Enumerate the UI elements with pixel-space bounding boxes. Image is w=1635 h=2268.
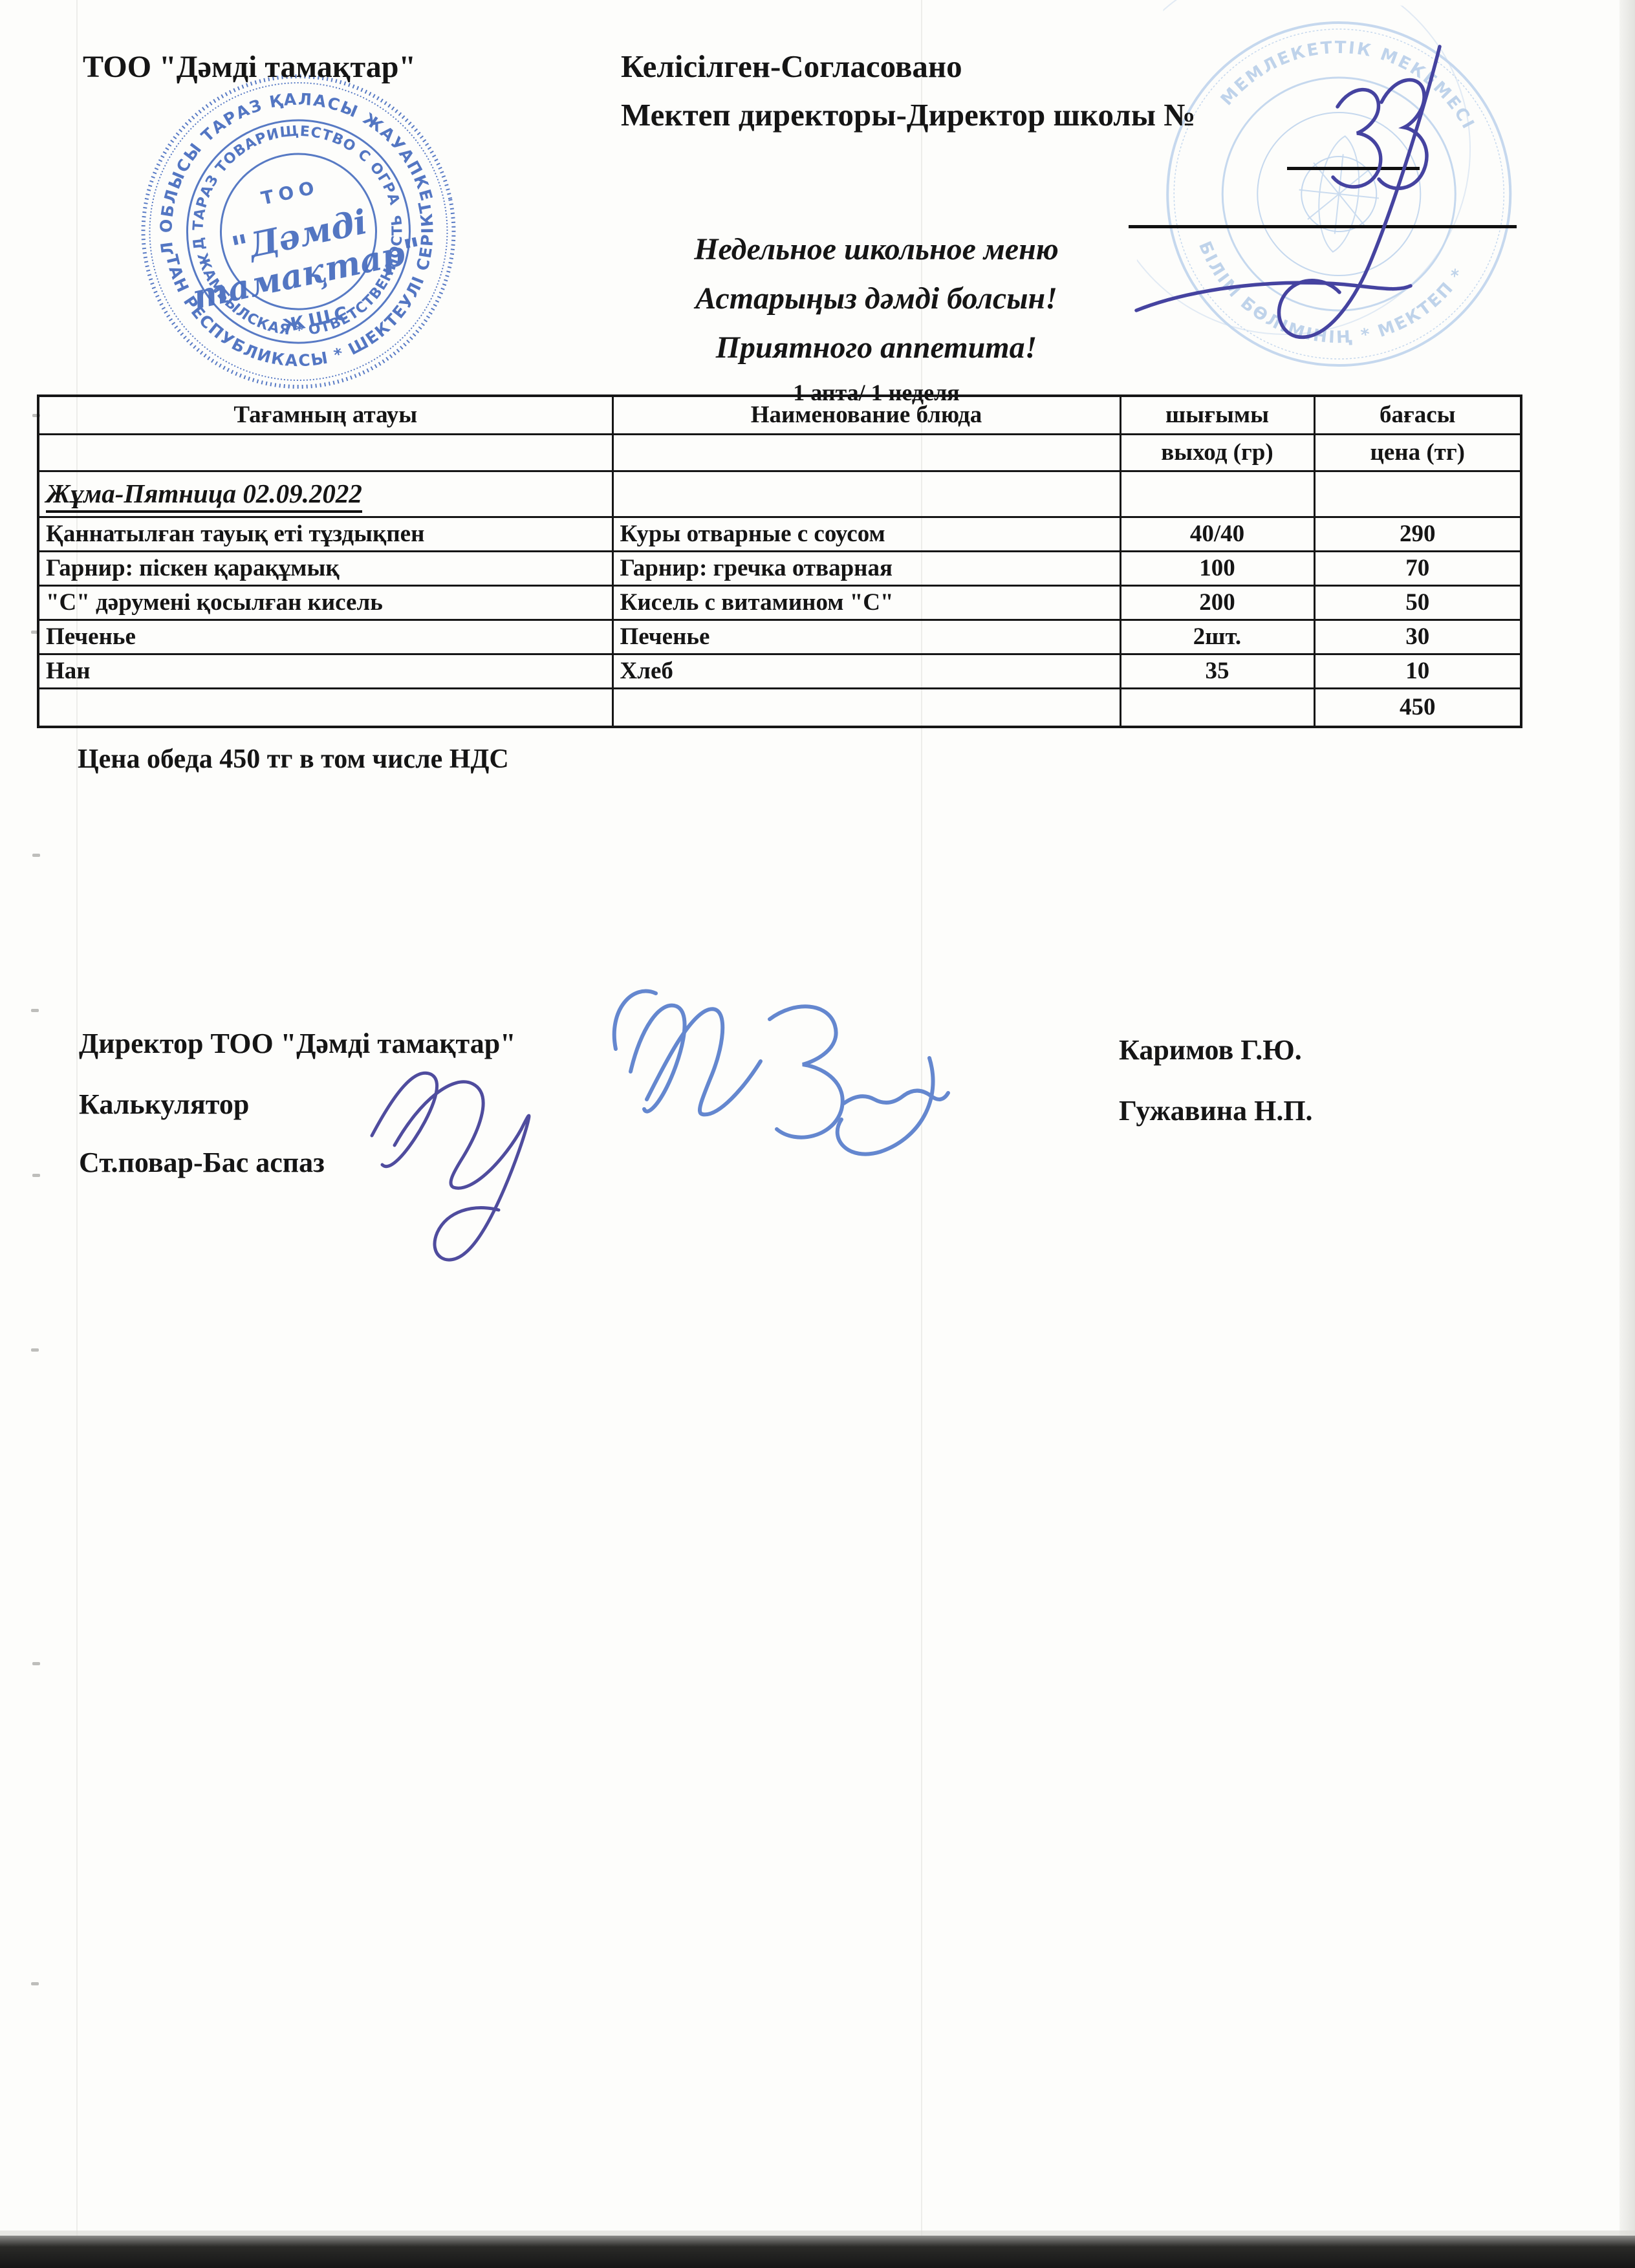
table-row: Қаннатылған тауық еті тұздықпен Куры отв… — [37, 516, 1522, 552]
company-stamp-name-line2: тамақтар" — [189, 230, 426, 318]
col-header-output-ru: выход (гр) — [1119, 433, 1316, 472]
total-row: 450 — [37, 687, 1522, 728]
scan-speck — [31, 1982, 39, 1985]
table-row: Печенье Печенье 2шт. 30 — [37, 619, 1522, 655]
menu-wish-kz: Астарыңыз дәмді болсын! — [695, 281, 1057, 316]
col-header-price-ru: цена (тг) — [1313, 433, 1522, 472]
dish-output: 2шт. — [1119, 619, 1316, 655]
dish-ru: Гарнир: гречка отварная — [611, 550, 1121, 587]
scan-speck — [32, 1662, 40, 1665]
menu-title: Недельное школьное меню — [694, 232, 1059, 266]
svg-text:ҚАЗАҚСТАН РЕСПУБЛИКАСЫ * ШЕКТЕ: ҚАЗАҚСТАН РЕСПУБЛИКАСЫ * ШЕКТЕУЛІ СЕРІКТ… — [99, 32, 462, 404]
col-header-output-kz: шығымы — [1119, 394, 1316, 435]
scan-smudge-bottom — [0, 2230, 1635, 2236]
dish-output: 100 — [1119, 550, 1316, 587]
director-label: Директор ТОО "Дәмді тамақтар" — [79, 1028, 516, 1059]
school-stamp-ring-top: МЕМЛЕКЕТТІК МЕКЕМЕСІ — [1216, 25, 1486, 135]
dish-output: 35 — [1119, 653, 1316, 689]
svg-text:МЕМЛЕКЕТТІК МЕКЕМЕСІ: МЕМЛЕКЕТТІК МЕКЕМЕСІ — [1216, 25, 1486, 135]
dish-ru: Кисель с витамином "С" — [611, 585, 1121, 621]
dish-price: 30 — [1313, 619, 1522, 655]
dish-kz: Печенье — [37, 619, 614, 655]
menu-titles: Недельное школьное меню Астарыңыз дәмді … — [427, 232, 1326, 406]
dish-price: 290 — [1313, 516, 1522, 552]
col-header-empty — [37, 433, 614, 472]
scan-speck — [31, 1348, 39, 1352]
dish-price: 10 — [1313, 653, 1522, 689]
col-header-price-kz: бағасы — [1313, 394, 1522, 435]
paper-crease-left — [76, 0, 78, 2268]
total-price: 450 — [1313, 687, 1522, 728]
table-row: Гарнир: піскен қарақұмық Гарнир: гречка … — [37, 550, 1522, 587]
table-header-row-1: Тағамның атауы Наименование блюда шығымы… — [37, 394, 1522, 435]
dish-ru: Куры отварные с соусом — [611, 516, 1121, 552]
scan-edge-right — [1619, 0, 1635, 2268]
table-header-row-2: выход (гр) цена (тг) — [37, 433, 1522, 472]
dish-output: 200 — [1119, 585, 1316, 621]
director-name: Каримов Г.Ю. — [1119, 1034, 1302, 1066]
scan-speck — [32, 854, 40, 857]
calculator-name: Гужавина Н.П. — [1119, 1095, 1313, 1127]
scan-speck — [31, 1009, 39, 1012]
dish-output: 40/40 — [1119, 516, 1316, 552]
day-header-row: Жұма-Пятница 02.09.2022 — [37, 470, 1522, 518]
menu-table: Тағамның атауы Наименование блюда шығымы… — [37, 394, 1522, 728]
table-row: "С" дәрумені қосылған кисель Кисель с ви… — [37, 585, 1522, 621]
table-row: Нан Хлеб 35 10 — [37, 653, 1522, 689]
dish-ru: Хлеб — [611, 653, 1121, 689]
dish-price: 70 — [1313, 550, 1522, 587]
calculator-label: Калькулятор — [79, 1088, 250, 1120]
dish-kz: Нан — [37, 653, 614, 689]
menu-wish-ru: Приятного аппетита! — [715, 330, 1037, 365]
col-header-ru-name: Наименование блюда — [611, 394, 1121, 435]
company-stamp-zhshs: ЖШС — [281, 301, 353, 337]
calculator-signature — [370, 1071, 531, 1262]
price-note: Цена обеда 450 тг в том числе НДС — [78, 744, 509, 774]
agreement-block: Келісілген-Согласовано Мектеп директоры-… — [621, 50, 1196, 147]
company-stamp-ring-outer-bottom: ҚАЗАҚСТАН РЕСПУБЛИКАСЫ * ШЕКТЕУЛІ СЕРІКТ… — [89, 24, 463, 404]
dish-price: 50 — [1313, 585, 1522, 621]
dish-kz: Гарнир: піскен қарақұмық — [37, 550, 614, 587]
scan-bar-bottom — [0, 2236, 1635, 2268]
signature-line-2 — [1129, 225, 1517, 228]
cook-label: Ст.повар-Бас аспаз — [79, 1147, 325, 1178]
company-stamp-too: ТОО — [259, 176, 321, 209]
day-header: Жұма-Пятница 02.09.2022 — [46, 479, 362, 513]
signature-line-1 — [1287, 167, 1420, 170]
director-line: Мектеп директоры-Директор школы № — [621, 97, 1196, 133]
scan-speck — [32, 414, 40, 417]
dish-kz: Қаннатылған тауық еті тұздықпен — [37, 516, 614, 552]
col-header-kz-name: Тағамның атауы — [37, 394, 614, 435]
dish-ru: Печенье — [611, 619, 1121, 655]
company-stamp-name-line1: "Дәмді — [228, 202, 371, 270]
dish-kz: "С" дәрумені қосылған кисель — [37, 585, 614, 621]
scan-speck — [32, 1174, 40, 1177]
agreement-line: Келісілген-Согласовано — [621, 49, 962, 84]
scan-speck — [31, 631, 39, 634]
col-header-empty — [611, 433, 1121, 472]
director-signature — [612, 989, 950, 1156]
company-title: ТОО "Дәмді тамақтар" — [83, 50, 417, 84]
